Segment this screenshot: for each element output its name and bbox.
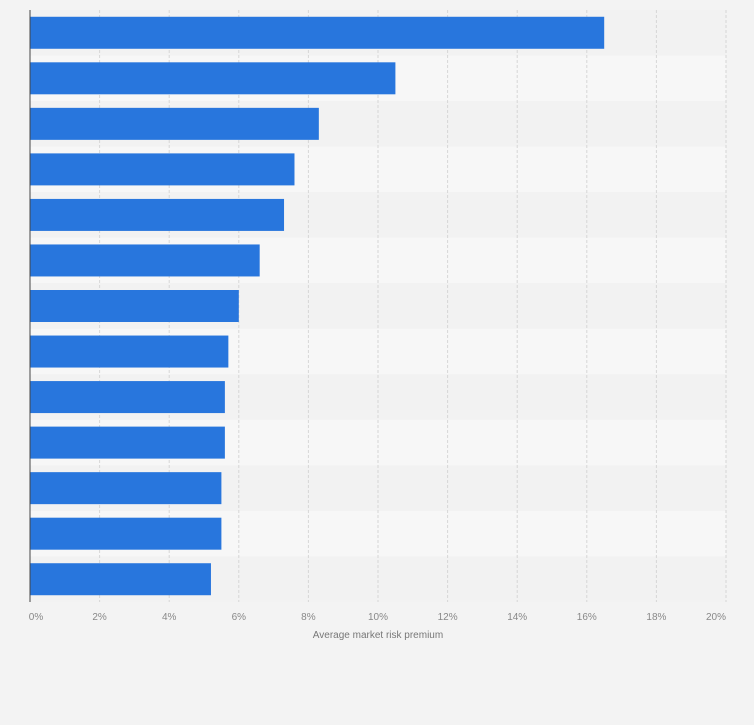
x-tick-label: 4% — [162, 612, 177, 623]
bar[interactable] — [30, 563, 211, 596]
x-tick-label: 14% — [507, 612, 527, 623]
x-axis-label: Average market risk premium — [313, 630, 443, 641]
x-tick-label: 10% — [368, 612, 388, 623]
bar[interactable] — [30, 107, 319, 140]
x-tick-label: 0% — [29, 612, 44, 623]
x-axis-ticks: 0% 2% 4% 6% 8% 10% 12% 14% 16% 18% 20% — [29, 612, 726, 623]
bar[interactable] — [30, 198, 285, 231]
x-tick-label: 12% — [438, 612, 458, 623]
bar[interactable] — [30, 472, 222, 505]
bar[interactable] — [30, 62, 396, 95]
x-tick-label: 16% — [577, 612, 597, 623]
bars — [30, 16, 605, 596]
bar[interactable] — [30, 153, 295, 186]
x-tick-label: 2% — [92, 612, 107, 623]
bar[interactable] — [30, 244, 260, 277]
bar[interactable] — [30, 426, 225, 459]
x-tick-label: 6% — [232, 612, 247, 623]
x-tick-label: 8% — [301, 612, 316, 623]
x-tick-label: 20% — [706, 612, 726, 623]
bar[interactable] — [30, 381, 225, 414]
bar[interactable] — [30, 335, 229, 368]
x-tick-label: 18% — [646, 612, 666, 623]
bar[interactable] — [30, 290, 239, 322]
bar[interactable] — [30, 517, 222, 550]
bar[interactable] — [30, 16, 605, 49]
